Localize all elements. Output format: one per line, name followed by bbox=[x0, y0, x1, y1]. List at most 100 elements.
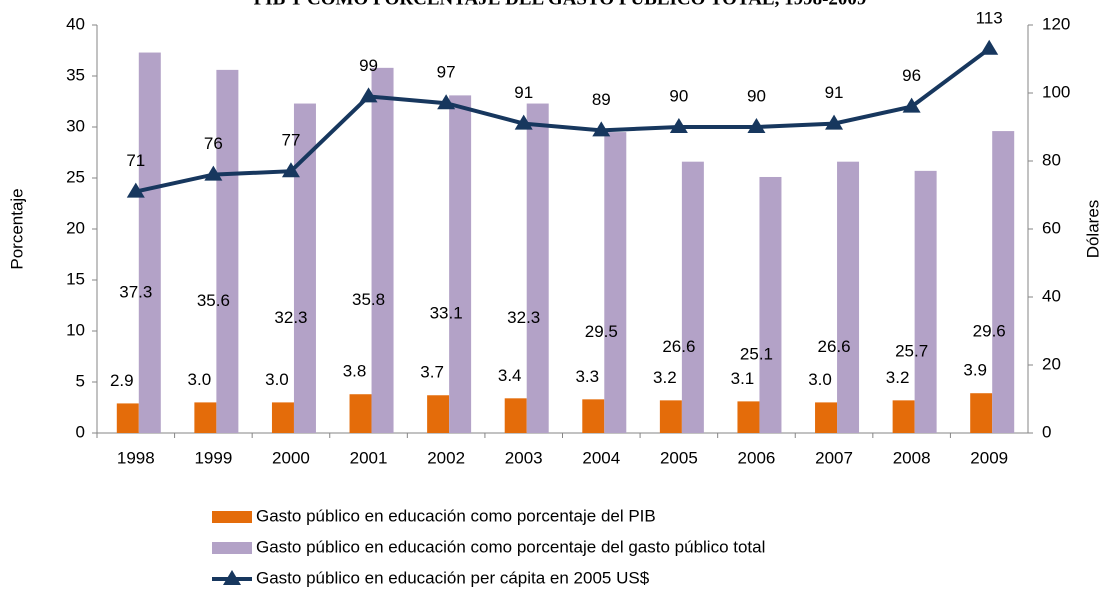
value-label: 113 bbox=[976, 8, 1003, 27]
y-tick-label: 25 bbox=[66, 167, 85, 186]
x-tick-label: 2001 bbox=[350, 448, 388, 467]
value-label: 3.2 bbox=[653, 368, 677, 387]
value-label: 37.3 bbox=[119, 282, 152, 301]
x-tick-label: 2002 bbox=[427, 448, 465, 467]
value-label: 29.5 bbox=[585, 322, 618, 341]
x-tick-label: 2005 bbox=[660, 448, 698, 467]
value-label: 76 bbox=[204, 134, 223, 153]
x-tick-label: 2003 bbox=[505, 448, 543, 467]
marker bbox=[204, 165, 223, 181]
legend-marker bbox=[223, 570, 241, 585]
bar bbox=[582, 399, 605, 433]
value-label: 3.4 bbox=[498, 366, 522, 385]
bar bbox=[737, 401, 760, 433]
value-label: 25.1 bbox=[740, 344, 773, 363]
value-label: 35.6 bbox=[197, 291, 230, 310]
value-label: 91 bbox=[825, 83, 844, 102]
bar bbox=[271, 402, 294, 433]
x-tick-label: 2009 bbox=[970, 448, 1008, 467]
bar bbox=[293, 103, 316, 433]
value-label: 90 bbox=[669, 86, 688, 105]
y-tick-label: 5 bbox=[76, 371, 85, 390]
bar bbox=[759, 176, 782, 434]
bar bbox=[449, 95, 472, 433]
bar bbox=[194, 402, 217, 433]
bar bbox=[914, 170, 937, 434]
legend-label: Gasto público en educación como porcenta… bbox=[256, 537, 765, 556]
y-tick-label: 40 bbox=[66, 14, 85, 33]
marker bbox=[902, 97, 921, 113]
marker bbox=[514, 114, 533, 130]
value-label: 26.6 bbox=[662, 337, 695, 356]
marker bbox=[592, 121, 611, 137]
bar bbox=[659, 400, 682, 433]
marker bbox=[281, 162, 300, 178]
bar bbox=[681, 161, 704, 433]
y-tick-label: 15 bbox=[66, 269, 85, 288]
value-label: 33.1 bbox=[430, 304, 463, 323]
y-tick-label: 20 bbox=[66, 218, 85, 237]
value-label: 32.3 bbox=[507, 308, 540, 327]
y2-tick-label: 20 bbox=[1042, 354, 1061, 373]
legend-label: Gasto público en educación per cápita en… bbox=[256, 568, 650, 587]
marker bbox=[437, 94, 456, 110]
marker bbox=[359, 87, 378, 103]
legend-swatch bbox=[212, 542, 252, 554]
x-tick-label: 2000 bbox=[272, 448, 310, 467]
x-tick-label: 1999 bbox=[194, 448, 232, 467]
bar bbox=[427, 395, 450, 433]
bar bbox=[970, 393, 993, 433]
marker bbox=[825, 114, 844, 130]
y2-tick-label: 100 bbox=[1042, 82, 1070, 101]
y2-tick-label: 0 bbox=[1042, 422, 1051, 441]
value-label: 3.7 bbox=[420, 363, 444, 382]
value-label: 97 bbox=[437, 63, 456, 82]
value-label: 99 bbox=[359, 56, 378, 75]
bar bbox=[504, 398, 527, 433]
bar bbox=[371, 67, 394, 433]
bar bbox=[116, 403, 139, 433]
marker bbox=[669, 118, 688, 133]
value-label: 3.8 bbox=[343, 362, 367, 381]
value-label: 29.6 bbox=[973, 322, 1006, 341]
value-label: 3.1 bbox=[731, 369, 755, 388]
value-label: 32.3 bbox=[274, 308, 307, 327]
x-tick-label: 2004 bbox=[582, 448, 620, 467]
legend-swatch bbox=[212, 511, 252, 523]
value-label: 3.3 bbox=[575, 367, 599, 386]
value-label: 3.0 bbox=[265, 370, 289, 389]
bar bbox=[216, 69, 239, 433]
value-label: 3.9 bbox=[963, 361, 987, 380]
y-tick-label: 0 bbox=[76, 422, 85, 441]
marker bbox=[980, 39, 999, 55]
y-tick-label: 10 bbox=[66, 320, 85, 339]
y-tick-label: 35 bbox=[66, 65, 85, 84]
value-label: 35.8 bbox=[352, 290, 385, 309]
bar bbox=[892, 400, 915, 433]
bar bbox=[992, 131, 1015, 433]
bar bbox=[815, 402, 838, 433]
y-axis-label: Porcentaje bbox=[7, 188, 26, 269]
bar bbox=[604, 132, 627, 433]
marker bbox=[126, 182, 145, 198]
legend-label: Gasto público en educación como porcenta… bbox=[256, 506, 656, 525]
y-tick-label: 30 bbox=[66, 116, 85, 135]
bar bbox=[349, 394, 372, 433]
x-tick-label: 2008 bbox=[893, 448, 931, 467]
x-tick-label: 2007 bbox=[815, 448, 853, 467]
bar bbox=[837, 161, 860, 433]
bar bbox=[526, 103, 549, 433]
value-label: 3.0 bbox=[808, 370, 832, 389]
value-label: 3.2 bbox=[886, 368, 910, 387]
bar bbox=[138, 52, 161, 433]
chart-title: PIB Y COMO PORCENTAJE DEL GASTO PÚBLICO … bbox=[254, 0, 867, 9]
y2-tick-label: 60 bbox=[1042, 218, 1061, 237]
value-label: 71 bbox=[126, 151, 145, 170]
value-label: 26.6 bbox=[817, 337, 850, 356]
value-label: 3.0 bbox=[188, 370, 212, 389]
x-tick-label: 1998 bbox=[117, 448, 155, 467]
y2-tick-label: 40 bbox=[1042, 286, 1061, 305]
x-tick-label: 2006 bbox=[738, 448, 776, 467]
y2-tick-label: 120 bbox=[1042, 14, 1070, 33]
y2-tick-label: 80 bbox=[1042, 150, 1061, 169]
